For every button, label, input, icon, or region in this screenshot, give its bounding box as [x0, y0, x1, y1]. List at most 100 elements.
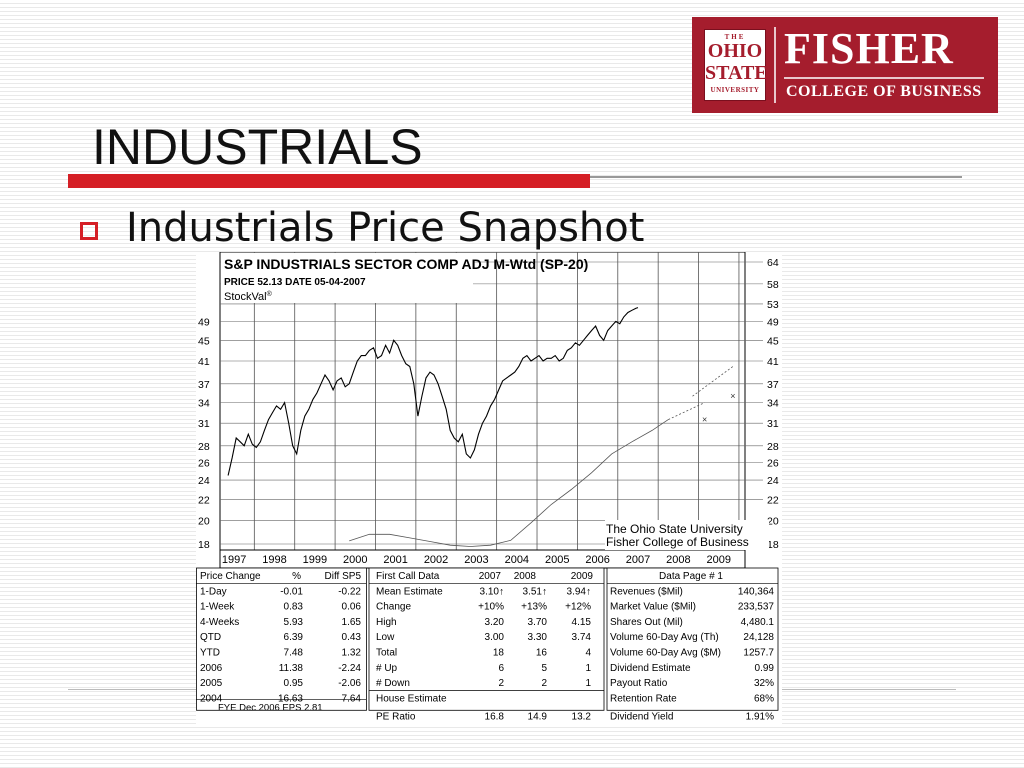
table-middle-header: 2009 [571, 571, 594, 582]
page-title: INDUSTRIALS [92, 119, 423, 175]
bullet-icon [80, 222, 98, 240]
right-y-tick: 28 [767, 441, 779, 453]
x-axis-label: 2003 [464, 554, 488, 566]
x-axis-label: 1999 [303, 554, 327, 566]
table-middle-header: 2007 [479, 571, 502, 582]
table-middle-header: 2008 [514, 571, 537, 582]
table-left-cell: 11.38 [279, 663, 304, 674]
table-left-cell: 1.65 [342, 617, 362, 628]
stock-chart-panel: 64 58 53 49 45 41 37 34 31 28 26 24 22 20 18 49 45 41 37 34… [196, 251, 782, 724]
right-y-tick: 34 [767, 398, 779, 410]
table-middle-cell: 6 [498, 663, 504, 674]
osu-top-text: THE [724, 33, 746, 41]
table-right-cell: 1.91% [746, 712, 774, 723]
title-grey-rule [590, 176, 962, 178]
right-y-tick: 49 [767, 316, 779, 328]
table-middle-cell: Low [376, 632, 395, 643]
table-middle-cell: Mean Estimate [376, 586, 443, 597]
right-y-tick: 41 [767, 356, 779, 368]
chart-brand: StockVal® [224, 290, 273, 303]
osu-mid2-text: STATE [705, 62, 768, 84]
table-middle-cell: PE Ratio [376, 712, 416, 723]
estimate-marker: × [730, 391, 735, 401]
series-line-3 [692, 366, 734, 397]
table-middle-cell: 3.00 [485, 632, 505, 643]
table-left-cell: 4-Weeks [200, 617, 239, 628]
x-axis-label: 2005 [545, 554, 569, 566]
right-y-tick: 53 [767, 299, 779, 311]
table-middle-header: First Call Data [376, 571, 440, 582]
table-middle-cell: # Up [376, 663, 398, 674]
table-left-cell: 6.39 [284, 632, 304, 643]
table-left-cell: 1-Week [200, 602, 235, 613]
table-left-cell: 1.32 [342, 648, 362, 659]
left-y-tick: 28 [198, 441, 210, 453]
table-left-cell: 0.43 [342, 632, 362, 643]
table-right-cell: 68% [754, 693, 774, 704]
right-y-tick: 20 [767, 516, 779, 528]
right-y-tick: 64 [767, 257, 779, 269]
right-y-tick: 37 [767, 379, 779, 391]
left-y-tick: 20 [198, 516, 210, 528]
table-middle-cell: 3.74 [572, 632, 592, 643]
table-right-cell: 140,364 [738, 586, 775, 597]
table-right-cell: 24,128 [743, 632, 774, 643]
table-middle-cell: # Down [376, 678, 410, 689]
table-right-cell: Payout Ratio [610, 678, 668, 689]
right-y-tick: 26 [767, 457, 779, 469]
table-left-cell: -0.01 [280, 586, 303, 597]
x-axis-label: 2009 [707, 554, 731, 566]
table-left-cell: -0.22 [338, 586, 361, 597]
right-y-tick: 24 [767, 475, 779, 487]
right-y-tick: 22 [767, 494, 779, 506]
x-axis-label: 2007 [626, 554, 650, 566]
left-y-tick: 41 [198, 356, 210, 368]
x-axis-label: 2001 [383, 554, 407, 566]
left-y-tick: 31 [198, 418, 210, 430]
table-left-cell: 1-Day [200, 586, 227, 597]
left-y-tick: 18 [198, 539, 210, 551]
table-right-cell: Dividend Estimate [610, 663, 691, 674]
left-y-tick: 22 [198, 494, 210, 506]
logo-school: COLLEGE OF BUSINESS [786, 83, 982, 100]
credit-line-1: The Ohio State University [606, 522, 743, 536]
table-middle-cell: 3.30 [528, 632, 548, 643]
table-middle-cell: 3.51↑ [523, 586, 547, 597]
stock-chart: 6458534945413734312826242220184945413734… [196, 251, 779, 723]
table-middle-cell: +13% [521, 602, 547, 613]
fisher-logo: THE OHIO STATE UNIVERSITY FISHER COLLEGE… [692, 17, 998, 113]
table-left-cell: -2.24 [338, 663, 361, 674]
logo-name: FISHER [784, 24, 954, 73]
table-right-cell: 233,537 [738, 602, 775, 613]
table-right-cell: Retention Rate [610, 693, 677, 704]
table-left-header: % [292, 571, 301, 582]
x-axis-label: 2002 [424, 554, 448, 566]
table-left-cell: 7.48 [284, 648, 304, 659]
osu-mid1-text: OHIO [707, 40, 763, 62]
table-middle-cell: 1 [585, 678, 591, 689]
table-middle-cell: 1 [585, 663, 591, 674]
left-y-tick: 24 [198, 475, 210, 487]
table-left-cell: 16.63 [278, 693, 303, 704]
title-red-rule [68, 174, 590, 188]
right-y-tick: 18 [767, 539, 779, 551]
table-right-cell: 1257.7 [743, 648, 774, 659]
left-y-tick: 49 [198, 316, 210, 328]
right-y-tick: 58 [767, 279, 779, 291]
table-right-cell: Shares Out (Mil) [610, 617, 683, 628]
table-middle-cell: Total [376, 648, 397, 659]
table-middle-cell: 14.9 [528, 712, 548, 723]
table-right-cell: 4,480.1 [741, 617, 775, 628]
table-middle-cell: 13.2 [572, 712, 592, 723]
left-y-tick: 26 [198, 457, 210, 469]
x-axis-label: 2008 [666, 554, 690, 566]
table-right-header: Data Page # 1 [659, 571, 723, 582]
table-right-cell: Volume 60-Day Avg (Th) [610, 632, 719, 643]
table-left-cell: 0.95 [284, 678, 304, 689]
x-axis-label: 1997 [222, 554, 246, 566]
table-right-cell: 0.99 [755, 663, 775, 674]
table-middle-cell: 5 [541, 663, 547, 674]
table-left-cell: 0.06 [342, 602, 362, 613]
table-left-header: Diff SP5 [325, 571, 362, 582]
left-y-tick: 45 [198, 335, 210, 347]
